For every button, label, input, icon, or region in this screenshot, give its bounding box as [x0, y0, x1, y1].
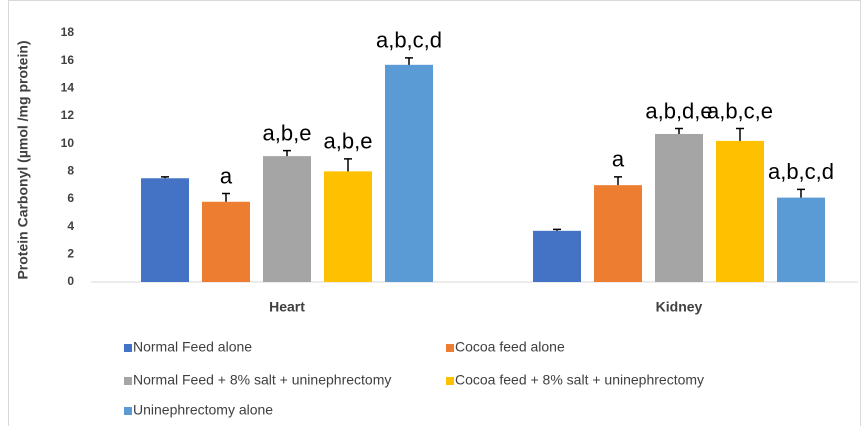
- error-bar: [614, 176, 622, 186]
- x-tick-label: Kidney: [656, 299, 703, 315]
- y-tick-label: 12: [61, 108, 75, 122]
- error-bar: [344, 158, 352, 172]
- error-bar: [222, 192, 230, 202]
- y-tick-label: 0: [67, 274, 74, 288]
- annotation: a,b,c,d: [768, 159, 834, 184]
- bar: [202, 201, 250, 282]
- legend-label: Cocoa feed + 8% salt + uninephrectomy: [455, 372, 704, 388]
- annotation: a,b,c,e: [707, 98, 773, 123]
- legend-swatch: [124, 344, 132, 352]
- y-tick-label: 14: [61, 81, 75, 95]
- x-tick-label: Heart: [269, 299, 305, 315]
- legend-label: Normal Feed alone: [133, 339, 252, 355]
- legend-swatch: [446, 377, 454, 385]
- bar: [533, 230, 581, 282]
- y-axis-label: Protein Carbonyl (µmol /mg protein): [15, 40, 31, 279]
- bar: [655, 133, 703, 282]
- bar: [716, 140, 764, 282]
- y-tick-label: 8: [67, 164, 74, 178]
- y-tick-label: 10: [61, 136, 75, 150]
- error-bar: [553, 228, 561, 231]
- error-bar: [283, 149, 291, 157]
- annotation: a: [220, 163, 233, 188]
- legend-label: Normal Feed + 8% salt + uninephrectomy: [133, 372, 391, 388]
- bar: [263, 156, 311, 282]
- y-tick-label: 2: [67, 247, 74, 261]
- annotation: a,b,e: [324, 129, 373, 154]
- bar: [385, 64, 433, 282]
- legend-swatch: [124, 407, 132, 415]
- error-bar: [675, 127, 683, 134]
- error-bar: [405, 57, 413, 65]
- error-bar: [161, 176, 169, 179]
- annotation: a,b,d,e: [645, 98, 712, 123]
- annotation: a,b,e: [263, 120, 312, 145]
- annotation: a,b,c,d: [376, 28, 442, 53]
- chart-frame: [8, 0, 861, 426]
- error-bar: [736, 127, 744, 141]
- y-tick-label: 6: [67, 191, 74, 205]
- legend-swatch: [124, 377, 132, 385]
- annotation: a: [612, 147, 625, 172]
- bar: [324, 171, 372, 282]
- legend-label: Uninephrectomy alone: [133, 402, 273, 418]
- legend-label: Cocoa feed alone: [455, 339, 565, 355]
- legend-swatch: [446, 344, 454, 352]
- bar: [141, 178, 189, 282]
- bar: [594, 185, 642, 282]
- bar: [777, 197, 825, 282]
- error-bar: [797, 188, 805, 198]
- y-tick-label: 4: [67, 219, 74, 233]
- y-tick-label: 16: [61, 53, 75, 67]
- y-tick-label: 18: [61, 25, 75, 39]
